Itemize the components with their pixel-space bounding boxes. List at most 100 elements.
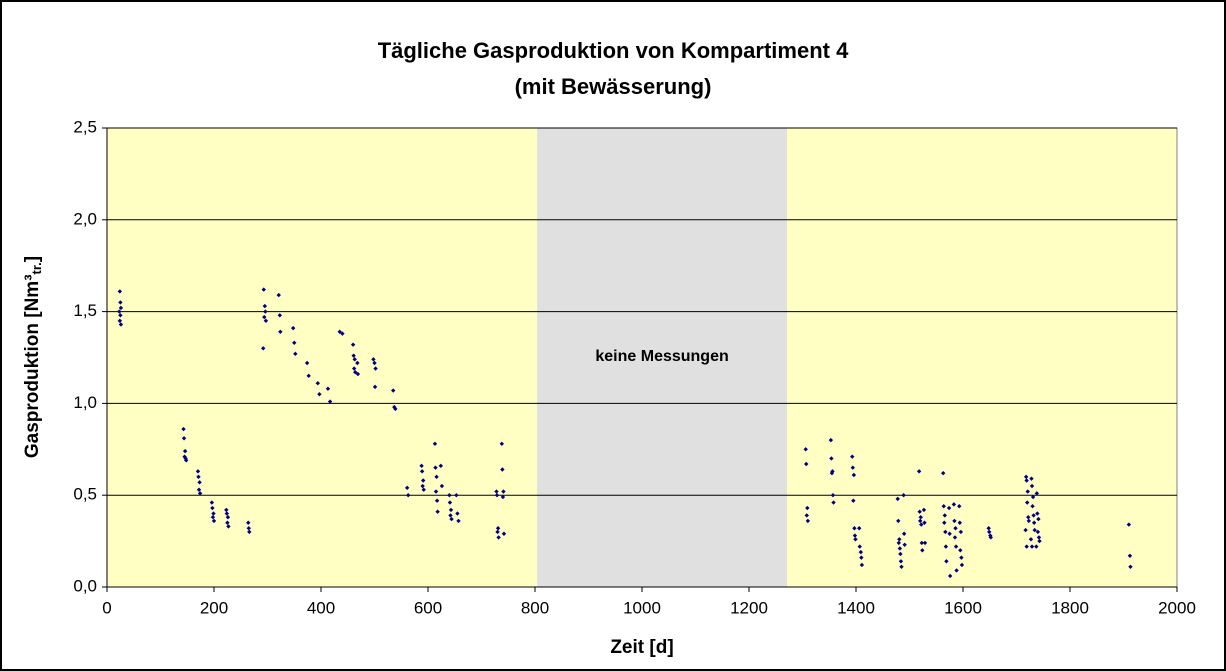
data-point: [118, 322, 124, 327]
data-point: [941, 470, 946, 476]
data-point: [941, 504, 946, 509]
data-point: [851, 472, 857, 478]
shaded-region: [537, 128, 787, 587]
data-point: [501, 489, 506, 494]
data-point: [1025, 489, 1030, 494]
data-point: [988, 533, 993, 538]
data-point: [1023, 527, 1028, 533]
data-point: [432, 441, 438, 446]
data-point: [830, 493, 836, 498]
data-point: [355, 371, 361, 377]
data-point: [896, 540, 901, 546]
data-point: [183, 458, 189, 463]
data-point: [210, 515, 216, 520]
data-point: [898, 551, 903, 557]
data-point: [276, 292, 281, 298]
data-point: [987, 529, 992, 535]
data-point: [1034, 544, 1039, 549]
data-point: [946, 505, 952, 511]
data-point: [246, 520, 251, 525]
data-point: [420, 483, 425, 489]
data-point: [434, 474, 439, 480]
data-point: [898, 559, 904, 564]
data-point: [901, 531, 907, 536]
data-point: [852, 526, 857, 531]
data-point: [435, 509, 440, 514]
data-point: [261, 287, 266, 292]
x-tick-label: 200: [200, 598, 228, 617]
data-point: [1031, 513, 1036, 518]
data-point: [1032, 527, 1037, 533]
data-point: [917, 509, 922, 514]
data-point: [947, 531, 952, 536]
data-point: [496, 535, 501, 540]
data-point: [901, 493, 906, 498]
data-point: [439, 483, 445, 489]
data-point: [853, 537, 858, 542]
data-point: [290, 325, 296, 331]
data-point: [1031, 520, 1037, 525]
data-point: [958, 548, 963, 553]
data-point: [986, 526, 991, 531]
data-point: [434, 498, 440, 503]
region-label: keine Messungen: [595, 348, 728, 365]
data-point: [918, 515, 923, 520]
data-point: [959, 562, 965, 568]
data-point: [1036, 516, 1041, 522]
x-tick-label: 2000: [1158, 598, 1196, 617]
data-point: [895, 496, 900, 502]
data-point: [1127, 553, 1133, 558]
data-point: [899, 564, 904, 570]
data-point: [804, 461, 809, 467]
data-point: [988, 535, 994, 540]
data-point: [944, 559, 949, 564]
data-point: [953, 526, 958, 531]
y-axis-title: Gasproduktion [Nm³tr.]: [22, 256, 44, 458]
x-tick-label: 600: [414, 598, 442, 617]
data-point: [919, 522, 924, 527]
data-point: [859, 555, 864, 560]
data-point: [225, 515, 231, 520]
data-point: [277, 313, 283, 318]
data-point: [181, 426, 186, 432]
data-point: [947, 573, 953, 579]
data-point: [352, 357, 357, 362]
data-point: [1034, 491, 1040, 496]
data-point: [391, 388, 396, 393]
data-point: [351, 353, 356, 358]
data-point: [922, 540, 928, 546]
data-point: [211, 511, 216, 516]
y-tick-label: 1,0: [73, 393, 97, 412]
data-point: [448, 507, 454, 513]
x-tick-label: 1600: [944, 598, 982, 617]
data-point: [857, 526, 862, 531]
data-point: [117, 309, 122, 314]
data-point: [957, 504, 962, 509]
data-point: [393, 406, 398, 412]
data-point: [292, 340, 297, 346]
data-point: [918, 518, 923, 524]
data-point: [805, 505, 810, 511]
data-point: [1029, 544, 1035, 549]
data-point: [327, 399, 333, 404]
y-tick-label: 2,0: [73, 209, 97, 228]
data-point: [197, 491, 203, 496]
data-point: [902, 542, 907, 547]
data-point: [353, 369, 358, 375]
data-point: [421, 487, 426, 492]
x-tick-label: 400: [307, 598, 335, 617]
data-point: [404, 485, 410, 491]
data-point: [1026, 515, 1031, 520]
data-point: [803, 447, 808, 452]
data-point: [117, 289, 123, 294]
chart-subtitle: (mit Bewässerung): [515, 74, 712, 99]
data-point: [438, 463, 444, 469]
data-point: [494, 493, 500, 498]
data-point: [916, 469, 922, 474]
data-point: [500, 467, 505, 472]
data-point: [943, 544, 949, 549]
data-point: [373, 366, 378, 371]
data-point: [246, 526, 251, 531]
x-tick-label: 800: [521, 598, 549, 617]
